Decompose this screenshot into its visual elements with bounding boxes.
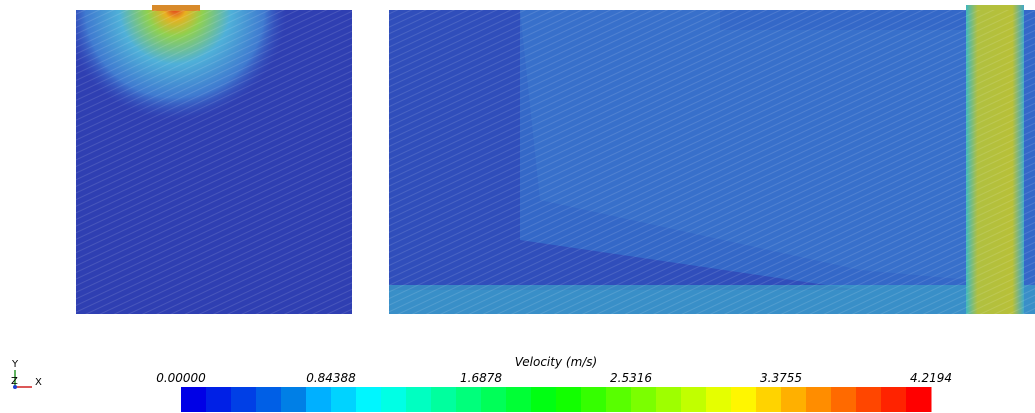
colorbar-swatch: [656, 387, 682, 412]
colorbar-swatch: [731, 387, 757, 412]
colorbar-swatch: [481, 387, 507, 412]
colorbar-swatch: [256, 387, 282, 412]
colorbar-swatch: [206, 387, 232, 412]
colorbar-swatch: [856, 387, 882, 412]
colorbar-swatch: [431, 387, 457, 412]
colorbar-label: 2.5316: [610, 371, 652, 385]
colorbar-swatch: [581, 387, 607, 412]
colorbar-swatch: [756, 387, 782, 412]
axis-label: Y: [11, 359, 19, 370]
colorbar-swatch: [381, 387, 407, 412]
colorbar-swatch: [831, 387, 857, 412]
colorbar-title: Velocity (m/s): [515, 355, 597, 369]
colorbar-swatch: [356, 387, 382, 412]
colorbar-swatch: [506, 387, 532, 412]
axis-label: Z: [11, 376, 18, 387]
colorbar-swatch: [306, 387, 332, 412]
colorbar-swatch: [906, 387, 932, 412]
colorbar-label: 3.3755: [760, 371, 802, 385]
colorbar-swatch: [556, 387, 582, 412]
axis-triad: Y Z X: [11, 359, 42, 389]
colorbar-swatch: [181, 387, 207, 412]
colorbar-label: 1.6878: [460, 371, 502, 385]
axis-label: X: [35, 377, 42, 388]
colorbar-swatch: [406, 387, 432, 412]
colorbar-swatch: [456, 387, 482, 412]
left-panel: [76, 5, 352, 314]
colorbar-label: 0.84388: [306, 371, 356, 385]
colorbar-swatch: [231, 387, 257, 412]
colorbar-label: 4.2194: [910, 371, 952, 385]
colorbar-swatch: [706, 387, 732, 412]
colorbar-swatch: [781, 387, 807, 412]
right-panel: [389, 5, 1035, 314]
colorbar-swatch: [331, 387, 357, 412]
colorbar-label: 0.00000: [156, 371, 206, 385]
colorbar-swatch: [531, 387, 557, 412]
colorbar-swatch: [681, 387, 707, 412]
colorbar-swatch: [631, 387, 657, 412]
colorbar: Velocity (m/s) 0.00000 0.84388 1.6878 2.531…: [156, 355, 952, 412]
colorbar-swatch: [281, 387, 307, 412]
colorbar-swatch: [606, 387, 632, 412]
colorbar-swatch: [806, 387, 832, 412]
colorbar-swatch: [881, 387, 907, 412]
